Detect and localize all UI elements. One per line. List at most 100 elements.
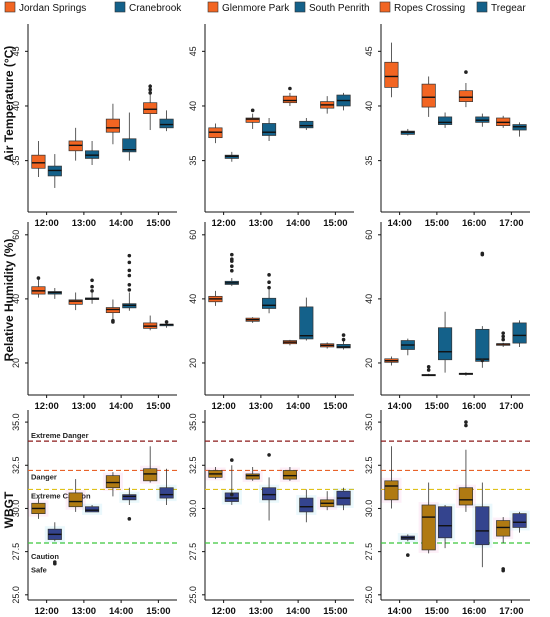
box-body	[438, 506, 453, 539]
y-tick-label: 35	[364, 156, 374, 166]
box-tregear-1600	[475, 251, 490, 368]
box-south-penrith-1400	[299, 118, 314, 131]
box-jordan-springs-1500	[143, 84, 158, 131]
row-label-layer: Air Temperature (°C) Relative Humidity (…	[2, 46, 16, 529]
box-body	[282, 95, 297, 104]
outlier-point	[406, 553, 410, 557]
x-tick-label: 16:00	[462, 606, 486, 617]
box-glenmore-park-1500	[320, 96, 335, 114]
outlier-point	[90, 284, 94, 289]
box-tregear-1400	[400, 338, 415, 356]
legend-label: Cranebrook	[129, 3, 182, 14]
y-tick-label: 35.0	[364, 413, 374, 431]
box-jordan-springs-1500	[140, 446, 161, 484]
box-ropes-crossing-1600	[458, 372, 473, 376]
x-tick-label: 15:00	[425, 218, 449, 229]
x-tick-label: 14:00	[387, 401, 411, 412]
outlier-point	[127, 273, 132, 278]
y-tick-label: 40	[364, 101, 374, 111]
box-body	[475, 328, 490, 362]
outlier-point	[53, 560, 57, 564]
outlier-point	[127, 253, 132, 258]
outlier-point	[230, 264, 234, 269]
box-ropes-crossing-1400	[384, 42, 399, 98]
box-jordan-springs-1400	[102, 472, 123, 497]
box-glenmore-park-1300	[242, 467, 263, 483]
outlier-point	[36, 276, 41, 280]
zone-label-caution: Caution	[31, 552, 59, 561]
x-tick-label: 15:00	[146, 401, 170, 412]
box-glenmore-park-1200	[208, 290, 223, 306]
box-glenmore-park-1500	[317, 491, 338, 511]
x-tick-label: 15:00	[323, 218, 347, 229]
box-body	[105, 118, 120, 133]
outlier-point	[127, 517, 132, 521]
y-tick-label: 27.5	[188, 543, 198, 561]
y-tick-label: 60	[188, 230, 198, 240]
box-glenmore-park-1400	[282, 339, 297, 346]
x-tick-label: 14:00	[109, 218, 133, 229]
box-south-penrith-1300	[259, 453, 280, 521]
outlier-point	[426, 368, 431, 372]
box-ropes-crossing-1500	[421, 365, 436, 377]
outlier-point	[267, 453, 271, 457]
box-tregear-1600	[472, 482, 493, 568]
panel-r2-c1: 25.0 27.5 30.0 32.5 35.0 12:00 13:00 14:00 15:00	[188, 410, 354, 617]
y-tick-label: 25.0	[11, 586, 21, 604]
y-tick-label: 32.5	[364, 457, 374, 475]
y-tick-label: 30.0	[364, 500, 374, 518]
legend-label: Glenmore Park	[222, 3, 290, 14]
legend-label: Ropes Crossing	[394, 3, 465, 14]
outlier-point	[341, 337, 346, 342]
box-body	[143, 102, 158, 114]
box-body	[438, 116, 453, 125]
panel-r0-c1: 35 40 45 12:00 13:00 14:00 15:00	[188, 24, 354, 229]
box-cranebrook-1500	[159, 110, 174, 132]
box-jordan-springs-1400	[105, 103, 120, 145]
box-ropes-crossing-1700	[496, 331, 511, 347]
box-body	[421, 83, 436, 108]
outlier-point	[267, 280, 271, 285]
box-body	[245, 117, 260, 123]
outlier-point	[127, 260, 132, 265]
box-cranebrook-1300	[85, 278, 100, 304]
legend-swatch-0	[4, 1, 16, 13]
x-tick-label: 12:00	[34, 606, 58, 617]
box-south-penrith-1500	[336, 92, 351, 111]
box-cranebrook-1400	[122, 253, 137, 311]
legend-swatch-0	[207, 1, 219, 13]
box-body	[438, 327, 453, 361]
y-tick-label: 40	[11, 294, 21, 304]
box-ropes-crossing-1600	[458, 70, 473, 108]
outlier-point	[90, 278, 94, 283]
box-body	[159, 118, 174, 129]
outlier-point	[464, 420, 468, 424]
legend-swatch-1	[294, 1, 306, 13]
y-tick-label: 60	[364, 230, 374, 240]
outlier-point	[230, 458, 234, 462]
box-body	[336, 344, 351, 349]
y-tick-label: 27.5	[364, 543, 374, 561]
y-tick-label: 32.5	[188, 457, 198, 475]
x-tick-label: 14:00	[286, 218, 310, 229]
box-ropes-crossing-1600	[455, 420, 476, 512]
x-tick-label: 13:00	[72, 218, 96, 229]
outlier-point	[230, 492, 234, 497]
x-tick-label: 15:00	[425, 401, 449, 412]
outlier-point	[480, 251, 485, 256]
x-tick-label: 13:00	[249, 606, 273, 617]
box-glenmore-park-1200	[208, 123, 223, 144]
x-tick-label: 17:00	[499, 218, 523, 229]
box-glenmore-park-1300	[245, 317, 260, 323]
box-south-penrith-1300	[262, 118, 277, 141]
box-jordan-springs-1400	[105, 299, 120, 324]
box-tregear-1400	[400, 128, 415, 136]
box-south-penrith-1200	[224, 252, 239, 287]
box-body	[299, 306, 314, 340]
box-glenmore-park-1200	[205, 467, 226, 481]
box-body	[512, 322, 527, 344]
box-jordan-springs-1300	[68, 127, 83, 161]
box-body	[122, 494, 137, 501]
box-tregear-1500	[438, 112, 453, 128]
outlier-point	[288, 86, 292, 91]
